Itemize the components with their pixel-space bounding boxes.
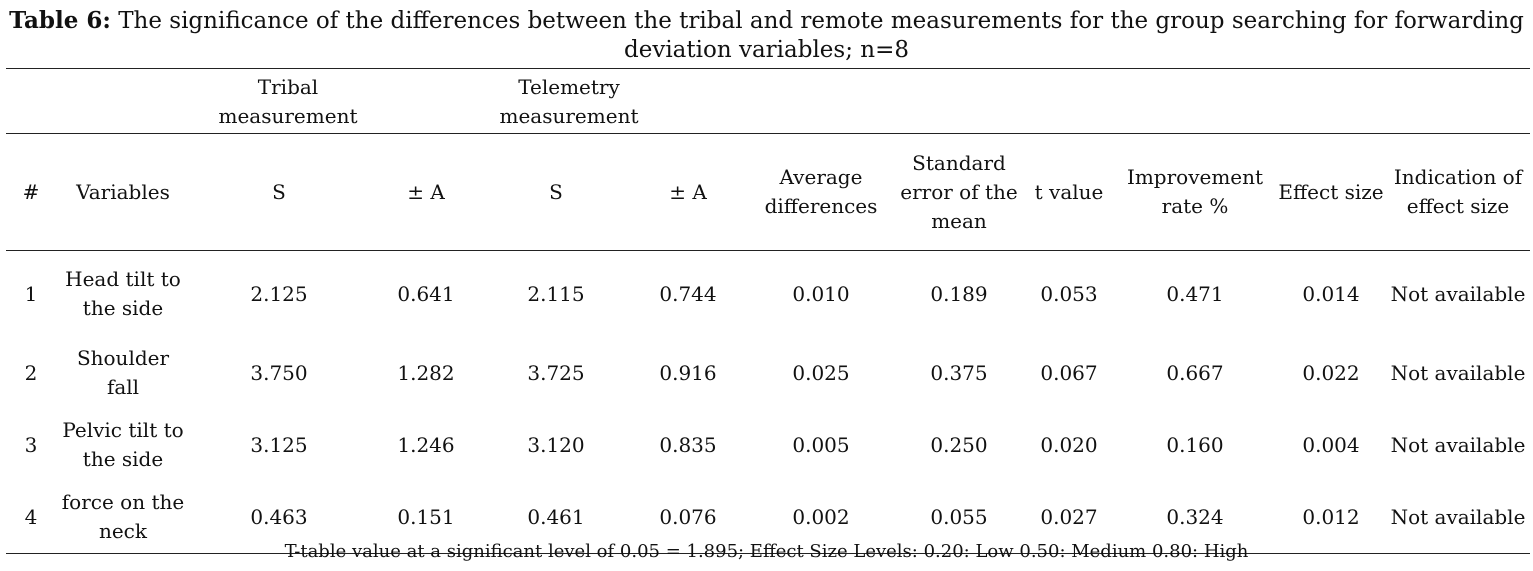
table-caption-text: The significance of the differences betw… bbox=[118, 8, 1524, 63]
table-cell: 0.151 bbox=[397, 504, 455, 529]
column-header: S bbox=[272, 179, 286, 204]
table-cell: 0.027 bbox=[1040, 504, 1098, 529]
table-cell: 0.250 bbox=[930, 432, 988, 457]
table-cell: 0.461 bbox=[527, 504, 585, 529]
table-cell: 0.375 bbox=[930, 360, 988, 385]
table-cell: 0.005 bbox=[792, 432, 850, 457]
table-cell: 0.067 bbox=[1040, 360, 1098, 385]
column-header-row: # Variables S ± A S ± A Average differen… bbox=[6, 133, 1530, 251]
table-cell: 0.744 bbox=[659, 281, 717, 306]
table-cell: 0.160 bbox=[1166, 432, 1224, 457]
column-header: Indication of effect size bbox=[1393, 165, 1523, 218]
column-header: t value bbox=[1034, 179, 1104, 204]
table-cell: 0.324 bbox=[1166, 504, 1224, 529]
table-cell: 0.667 bbox=[1166, 360, 1224, 385]
table-cell: 3.725 bbox=[527, 360, 585, 385]
table-cell: 0.012 bbox=[1302, 504, 1360, 529]
table-cell: force on the neck bbox=[61, 490, 185, 543]
table-row: 3 Pelvic tilt to the side 3.125 1.246 3.… bbox=[6, 409, 1530, 481]
table-cell: 2.115 bbox=[527, 281, 585, 306]
table-cell: 0.055 bbox=[930, 504, 988, 529]
table-cell: 0.014 bbox=[1302, 281, 1360, 306]
table-row: 4 force on the neck 0.463 0.151 0.461 0.… bbox=[6, 481, 1530, 554]
table-cell: 1.246 bbox=[397, 432, 455, 457]
column-header: Improvement rate % bbox=[1126, 165, 1264, 218]
table-cell: 0.025 bbox=[792, 360, 850, 385]
group-header-tribal: Tribal measurement bbox=[218, 75, 358, 128]
table-cell: 1.282 bbox=[397, 360, 455, 385]
table-cell: 0.835 bbox=[659, 432, 717, 457]
column-header: Standard error of the mean bbox=[900, 150, 1018, 233]
table-cell: 0.002 bbox=[792, 504, 850, 529]
table-cell: 3.125 bbox=[250, 432, 308, 457]
table-cell: 1 bbox=[24, 281, 38, 306]
table-cell: 0.076 bbox=[659, 504, 717, 529]
table-cell: 0.463 bbox=[250, 504, 308, 529]
table-cell: 2 bbox=[24, 360, 38, 385]
group-header-row: Tribal measurement Telemetry measurement bbox=[6, 68, 1530, 134]
table-caption: Table 6: The significance of the differe… bbox=[0, 6, 1533, 65]
table-cell: 4 bbox=[24, 504, 38, 529]
table-cell: Head tilt to the side bbox=[65, 267, 181, 320]
column-header: ± A bbox=[407, 179, 445, 204]
table-cell: Not available bbox=[1390, 360, 1526, 385]
column-header: Average differences bbox=[764, 165, 878, 218]
table-cell: 0.053 bbox=[1040, 281, 1098, 306]
table-caption-label: Table 6: bbox=[9, 7, 111, 34]
column-header: ± A bbox=[669, 179, 707, 204]
table-cell: 0.004 bbox=[1302, 432, 1360, 457]
table-cell: Shoulder fall bbox=[76, 346, 170, 399]
column-header: Variables bbox=[76, 179, 170, 204]
table-row: 1 Head tilt to the side 2.125 0.641 2.11… bbox=[6, 251, 1530, 338]
group-header-telemetry: Telemetry measurement bbox=[499, 75, 639, 128]
column-header: # bbox=[22, 179, 40, 204]
table-cell: 2.125 bbox=[250, 281, 308, 306]
table-cell: 3 bbox=[24, 432, 38, 457]
table-cell: 0.641 bbox=[397, 281, 455, 306]
table-cell: 3.750 bbox=[250, 360, 308, 385]
table-cell: 0.189 bbox=[930, 281, 988, 306]
table-cell: 0.010 bbox=[792, 281, 850, 306]
table-cell: Not available bbox=[1390, 432, 1526, 457]
results-table: Tribal measurement Telemetry measurement… bbox=[6, 68, 1530, 554]
table-cell: Pelvic tilt to the side bbox=[62, 418, 184, 471]
table-cell: Not available bbox=[1390, 504, 1526, 529]
column-header: S bbox=[549, 179, 563, 204]
table-cell: 0.471 bbox=[1166, 281, 1224, 306]
column-header: Effect size bbox=[1278, 179, 1384, 204]
table-cell: 0.916 bbox=[659, 360, 717, 385]
table-cell: Not available bbox=[1390, 281, 1526, 306]
table-row: 2 Shoulder fall 3.750 1.282 3.725 0.916 … bbox=[6, 337, 1530, 409]
table-cell: 0.020 bbox=[1040, 432, 1098, 457]
table-cell: 3.120 bbox=[527, 432, 585, 457]
table-cell: 0.022 bbox=[1302, 360, 1360, 385]
table-footnote: T-table value at a significant level of … bbox=[284, 541, 1249, 562]
